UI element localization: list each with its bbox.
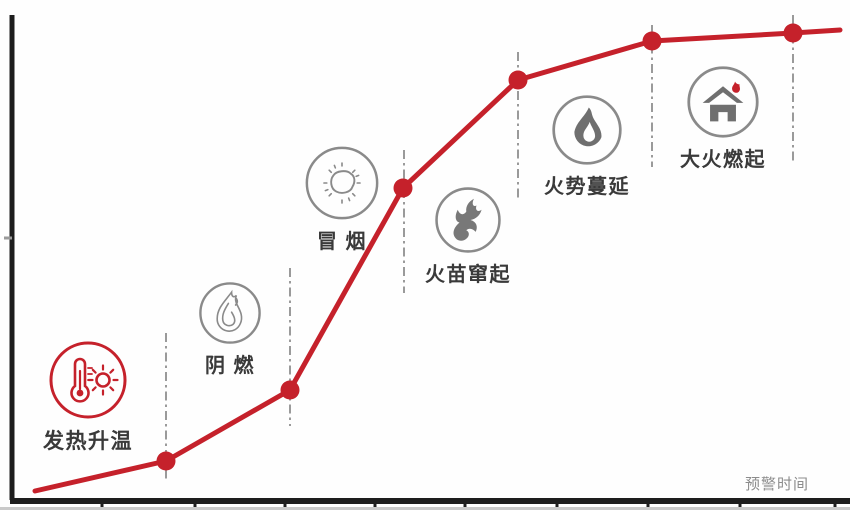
stage-label: 发热升温 bbox=[43, 430, 133, 453]
stage-label: 火苗窜起 bbox=[425, 264, 511, 286]
wispy-flame-icon bbox=[434, 186, 502, 259]
smoke-puff-icon bbox=[304, 145, 380, 226]
burning-house-icon bbox=[686, 65, 760, 144]
data-point-marker bbox=[156, 451, 176, 471]
stage-label: 阴 燃 bbox=[204, 355, 256, 377]
data-point-marker bbox=[508, 70, 528, 90]
solid-flame-icon bbox=[551, 94, 623, 171]
fire-growth-curve bbox=[32, 27, 843, 494]
stage-fire-spreading: 火势蔓延 bbox=[507, 94, 667, 198]
smoldering-flame-icon bbox=[198, 281, 262, 350]
x-axis-label: 预警时间 bbox=[745, 476, 810, 493]
data-point-marker bbox=[642, 31, 662, 51]
stage-label: 冒 烟 bbox=[316, 231, 368, 253]
data-point-marker bbox=[280, 380, 300, 400]
image-bottom-edge bbox=[0, 507, 850, 510]
stage-heating-up: 发热升温 bbox=[8, 340, 168, 453]
data-point-marker bbox=[783, 23, 803, 43]
stage-smoldering: 阴 燃 bbox=[150, 281, 310, 377]
stage-flames-rising: 火苗窜起 bbox=[388, 186, 548, 286]
thermometer-sun-icon bbox=[48, 340, 128, 425]
stage-label: 大火燃起 bbox=[680, 149, 766, 171]
stage-smoking: 冒 烟 bbox=[262, 145, 422, 253]
stage-blaze: 大火燃起 bbox=[643, 65, 803, 171]
stage-label: 火势蔓延 bbox=[544, 176, 630, 198]
data-point-marker bbox=[393, 178, 413, 198]
